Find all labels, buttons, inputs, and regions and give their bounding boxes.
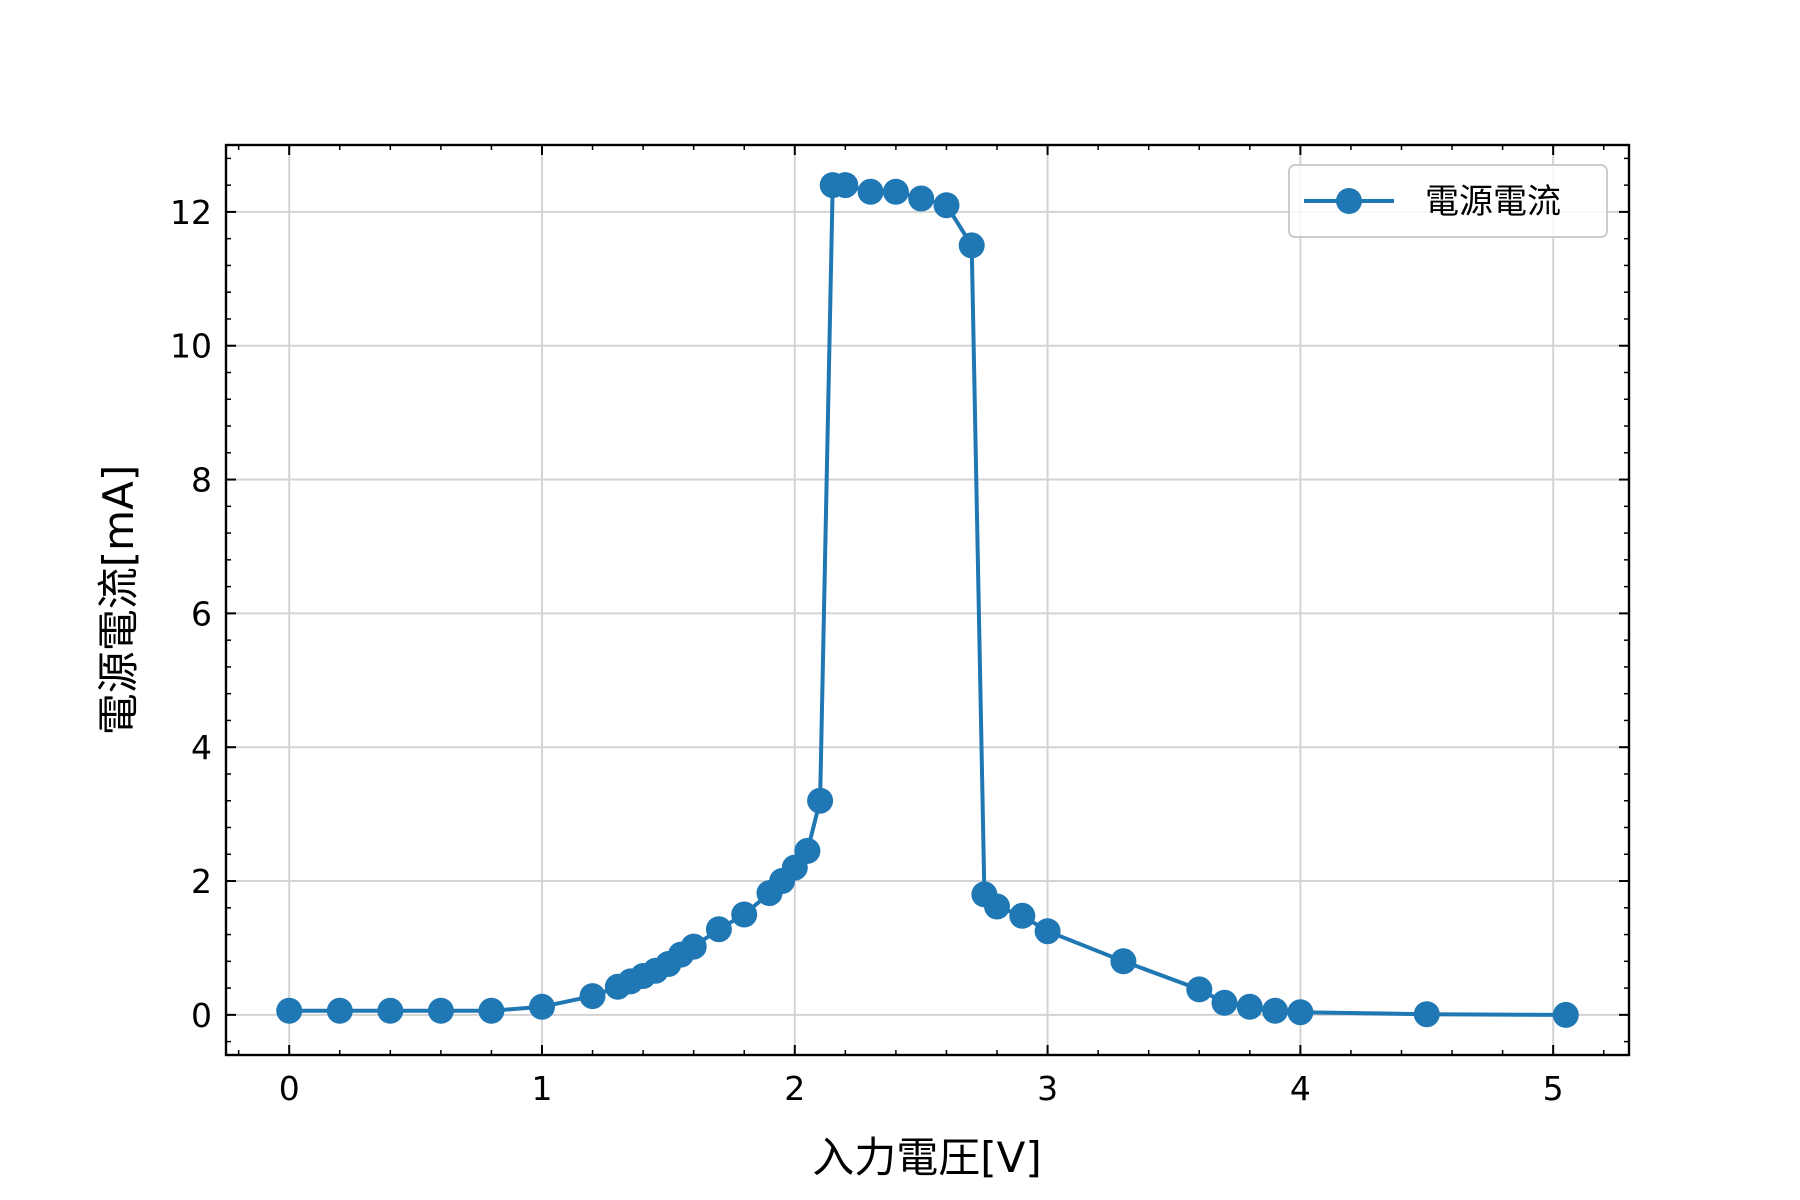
data-point: [857, 178, 884, 205]
data-point: [908, 185, 935, 212]
plot-background: [226, 145, 1629, 1055]
data-point: [984, 893, 1010, 920]
data-point: [1211, 989, 1238, 1016]
x-tick-label: 1: [531, 1069, 552, 1108]
x-tick-label: 0: [279, 1069, 300, 1108]
data-point: [1552, 1001, 1579, 1028]
y-tick-label: 10: [170, 327, 212, 366]
x-tick-label: 2: [784, 1069, 805, 1108]
data-point: [1413, 1001, 1440, 1028]
data-point: [1287, 999, 1314, 1026]
data-point: [326, 997, 353, 1024]
legend-box: [1288, 164, 1608, 238]
data-point: [276, 997, 303, 1024]
data-point: [529, 993, 555, 1020]
y-axis-label: 電源電流[mA]: [94, 465, 143, 735]
data-point: [377, 997, 404, 1024]
x-tick-label: 5: [1543, 1069, 1564, 1108]
data-point: [1034, 918, 1061, 945]
y-tick-label: 6: [191, 594, 212, 633]
series-line: [289, 183, 1566, 1017]
data-point: [794, 837, 821, 864]
data-point: [579, 983, 606, 1010]
legend-label: 電源電流: [1425, 182, 1561, 222]
data-point: [1262, 997, 1289, 1024]
legend: 電源電流: [1288, 164, 1608, 238]
data-point: [680, 933, 707, 960]
x-axis-label: 入力電圧[V]: [812, 1133, 1042, 1182]
data-point: [882, 178, 909, 205]
y-tick-label: 8: [191, 461, 212, 500]
legend-marker: [1336, 188, 1362, 214]
x-tick-label: 3: [1037, 1069, 1058, 1108]
data-point: [1009, 902, 1036, 929]
data-point: [1236, 993, 1263, 1020]
y-tick-label: 4: [191, 728, 212, 767]
data-point: [1186, 976, 1213, 1003]
data-point: [731, 901, 758, 928]
y-tick-label: 2: [191, 862, 212, 901]
y-tick-label: 0: [191, 996, 212, 1035]
data-point: [705, 916, 732, 943]
series-layer: [276, 172, 1579, 1028]
major-ticks: [226, 145, 1629, 1055]
data-point: [1110, 948, 1137, 975]
plot-frame: [224, 143, 1631, 1057]
data-point: [478, 997, 505, 1024]
data-point: [958, 232, 985, 259]
data-point: [933, 192, 960, 219]
y-tick-label: 12: [170, 193, 212, 232]
x-tick-label: 4: [1290, 1069, 1311, 1108]
data-point: [832, 172, 859, 199]
data-point: [807, 787, 834, 814]
data-point: [427, 997, 454, 1024]
